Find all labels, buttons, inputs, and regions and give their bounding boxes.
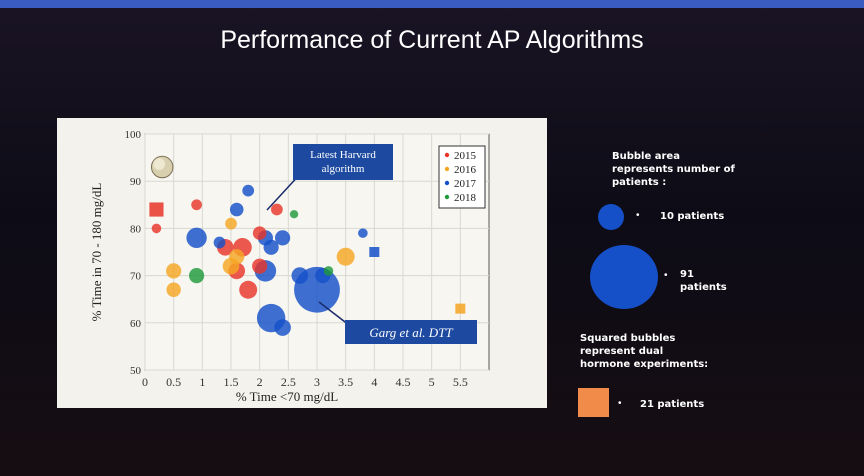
legend-label-2017: 2017 (454, 178, 477, 190)
annotation-label-harvard: algorithm (322, 163, 365, 175)
x-tick-label: 4 (371, 375, 377, 389)
bubble-2016 (336, 247, 355, 266)
bubble-2016 (229, 249, 245, 265)
y-tick-label: 80 (130, 223, 142, 235)
top-accent-strip (0, 0, 864, 8)
x-tick-label: 4.5 (396, 375, 411, 389)
x-tick-label: 0.5 (166, 375, 181, 389)
y-axis-label: % Time in 70 - 180 mg/dL (89, 183, 104, 322)
bubble-2018 (289, 210, 299, 219)
square-label: 21 patients (640, 399, 705, 410)
annotation-label-harvard: Latest Harvard (310, 149, 376, 161)
x-tick-label: 2 (257, 375, 263, 389)
bubble-2015 (252, 258, 268, 274)
x-tick-label: 5.5 (453, 375, 468, 389)
y-tick-label: 60 (130, 318, 142, 330)
bubble-2018 (323, 266, 334, 276)
legend-marker-2017 (444, 180, 450, 186)
bubble-2017 (274, 319, 291, 336)
y-tick-label: 50 (130, 365, 142, 377)
legend-marker-2018 (444, 194, 450, 200)
x-tick-label: 5 (429, 375, 435, 389)
legend-label-2016: 2016 (454, 164, 477, 176)
x-tick-label: 3 (314, 375, 320, 389)
bullet-dot: • (664, 270, 668, 281)
bubble-2017 (291, 267, 309, 284)
bubble-2016 (166, 282, 181, 297)
bubble-2015 (252, 226, 267, 240)
legend-label-2018: 2018 (454, 192, 477, 204)
bubble-2016 (166, 263, 182, 279)
y-tick-label: 90 (130, 176, 142, 188)
chart-legend: 2015 2016 2017 2018 (438, 145, 486, 209)
bubble-2017 (229, 202, 244, 217)
bullet-dot: • (636, 210, 640, 221)
square-bubble-2016 (455, 303, 466, 314)
slide-title: Performance of Current AP Algorithms (220, 26, 644, 54)
squared-bubbles-note: Squared bubbles represent dual hormone e… (580, 333, 709, 370)
bubble-highlight (153, 158, 166, 170)
bullet-dot: • (618, 398, 622, 409)
x-tick-label: 3.5 (338, 375, 353, 389)
bubble-2015 (191, 199, 202, 211)
bubble-2017 (213, 236, 226, 249)
bubble-2017 (275, 230, 291, 246)
bubble-2017 (242, 184, 255, 197)
annotation-box (293, 144, 393, 180)
large-bubble-sample (590, 245, 658, 309)
annotation-label-garg: Garg et al. DTT (369, 325, 453, 340)
bubble-marks (149, 155, 466, 336)
square-bubble-2017 (369, 247, 380, 257)
bubble-2016 (225, 217, 237, 230)
bubble-2017 (358, 228, 368, 238)
scatter-chart: 0 0.5 1 1.5 2 2.5 3 3.5 4 4.5 5 5.5 50 60 70 80 90 100 % T… (89, 129, 490, 404)
bubble-2018 (189, 268, 205, 284)
large-bubble-label: 91 patients (680, 269, 727, 293)
square-sample (578, 388, 609, 417)
y-tick-label: 70 (130, 271, 142, 283)
x-tick-label: 0 (142, 375, 148, 389)
bubble-2017 (263, 239, 279, 255)
bubble-area-note: Bubble area represents number of patient… (612, 151, 735, 188)
bubble-2015 (151, 223, 162, 234)
x-axis-label: % Time <70 mg/dL (236, 389, 338, 404)
legend-marker-2015 (444, 152, 450, 158)
bubble-2017 (186, 227, 207, 249)
axes: 0 0.5 1 1.5 2 2.5 3 3.5 4 4.5 5 5.5 50 60 70 80 90 100 % T… (89, 129, 468, 404)
x-tick-label: 1.5 (224, 375, 239, 389)
y-tick-label: 100 (125, 129, 142, 141)
annotation-arrow (318, 301, 350, 326)
small-bubble-sample (598, 204, 624, 230)
square-bubble-2015 (149, 202, 164, 217)
chart-panel: 0 0.5 1 1.5 2 2.5 3 3.5 4 4.5 5 5.5 50 60 70 80 90 100 % T… (57, 118, 547, 408)
annotation-box (345, 320, 477, 344)
small-bubble-label: 10 patients (660, 211, 725, 222)
legend-label-2015: 2015 (454, 150, 477, 162)
bubble-2015 (239, 280, 258, 299)
bubble-2015 (270, 203, 283, 216)
legend-marker-2016 (444, 166, 450, 172)
x-tick-label: 2.5 (281, 375, 296, 389)
annotations: Latest Harvard algorithm Garg et al. DTT (266, 144, 477, 344)
x-tick-label: 1 (199, 375, 205, 389)
